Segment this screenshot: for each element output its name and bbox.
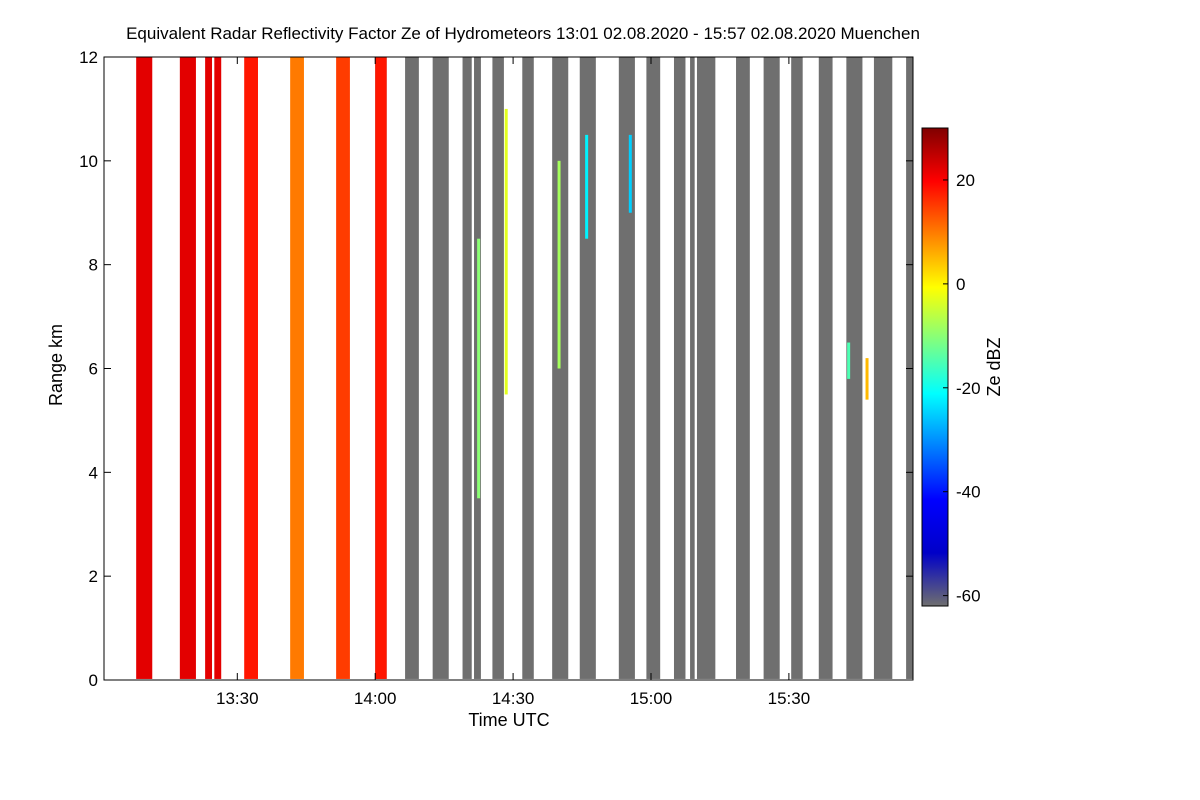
clear-segment xyxy=(646,57,661,679)
colorbar-tick-label: -20 xyxy=(956,379,981,398)
x-tick-label: 14:00 xyxy=(354,689,397,708)
colorbar-fill xyxy=(921,127,949,607)
x-tick-label: 14:30 xyxy=(492,689,535,708)
clear-segment xyxy=(873,57,893,679)
clear-segment xyxy=(579,57,596,679)
y-tick-label: 4 xyxy=(89,463,98,482)
colorbar-tick-label: -60 xyxy=(956,587,981,606)
rain-segment xyxy=(179,57,196,679)
colorbar-label: Ze dBZ xyxy=(984,337,1004,396)
y-tick-label: 12 xyxy=(79,48,98,67)
clear-segment xyxy=(492,57,504,679)
chart-title: Equivalent Radar Reflectivity Factor Ze … xyxy=(126,24,920,43)
cloud-echo xyxy=(585,134,589,239)
y-tick-label: 8 xyxy=(89,256,98,275)
rain-segment xyxy=(205,57,213,679)
clear-segment xyxy=(522,57,534,679)
cloud-echo xyxy=(847,342,851,379)
y-tick-label: 6 xyxy=(89,360,98,379)
cloud-echo xyxy=(504,108,508,395)
y-tick-label: 2 xyxy=(89,567,98,586)
x-axis-label: Time UTC xyxy=(468,710,549,730)
y-axis-label: Range km xyxy=(46,324,66,406)
colorbar-tick-label: 0 xyxy=(956,275,965,294)
y-axis-ticks: 0 2 4 6 8 10 12 xyxy=(79,48,913,690)
colorbar-tick-label: 20 xyxy=(956,171,975,190)
rain-segment xyxy=(336,57,350,679)
clear-segment xyxy=(763,57,780,679)
radar-segments xyxy=(136,57,913,679)
rain-segment xyxy=(214,57,222,679)
y-tick-label: 10 xyxy=(79,152,98,171)
clear-segment xyxy=(846,57,863,679)
x-tick-label: 15:00 xyxy=(630,689,673,708)
rain-segment xyxy=(375,57,387,679)
rain-segment xyxy=(290,57,304,679)
x-tick-label: 15:30 xyxy=(768,689,811,708)
clear-segment xyxy=(690,57,695,679)
colorbar: 20 0 -20 -40 -60 Ze dBZ xyxy=(921,127,1004,607)
y-tick-label: 0 xyxy=(89,671,98,690)
cloud-echo xyxy=(628,134,632,213)
clear-segment xyxy=(906,57,913,679)
clear-segment xyxy=(818,57,833,679)
cloud-echo xyxy=(477,238,481,499)
cloud-echo xyxy=(557,160,561,369)
plot-area xyxy=(103,56,914,681)
colorbar-tick-label: -40 xyxy=(956,483,981,502)
clear-segment xyxy=(791,57,803,679)
clear-segment xyxy=(462,57,472,679)
cloud-echo xyxy=(865,358,869,400)
clear-segment xyxy=(673,57,686,679)
rain-segment xyxy=(136,57,153,679)
rain-segment xyxy=(244,57,258,679)
clear-segment xyxy=(405,57,419,679)
clear-segment xyxy=(696,57,716,679)
cloud-features xyxy=(477,108,869,499)
clear-segment xyxy=(432,57,449,679)
colorbar-ticks: 20 0 -20 -40 -60 xyxy=(943,171,981,606)
clear-segment xyxy=(736,57,750,679)
clear-segment xyxy=(618,57,635,679)
x-axis-ticks: 13:30 14:00 14:30 15:00 15:30 xyxy=(216,57,810,708)
x-tick-label: 13:30 xyxy=(216,689,259,708)
